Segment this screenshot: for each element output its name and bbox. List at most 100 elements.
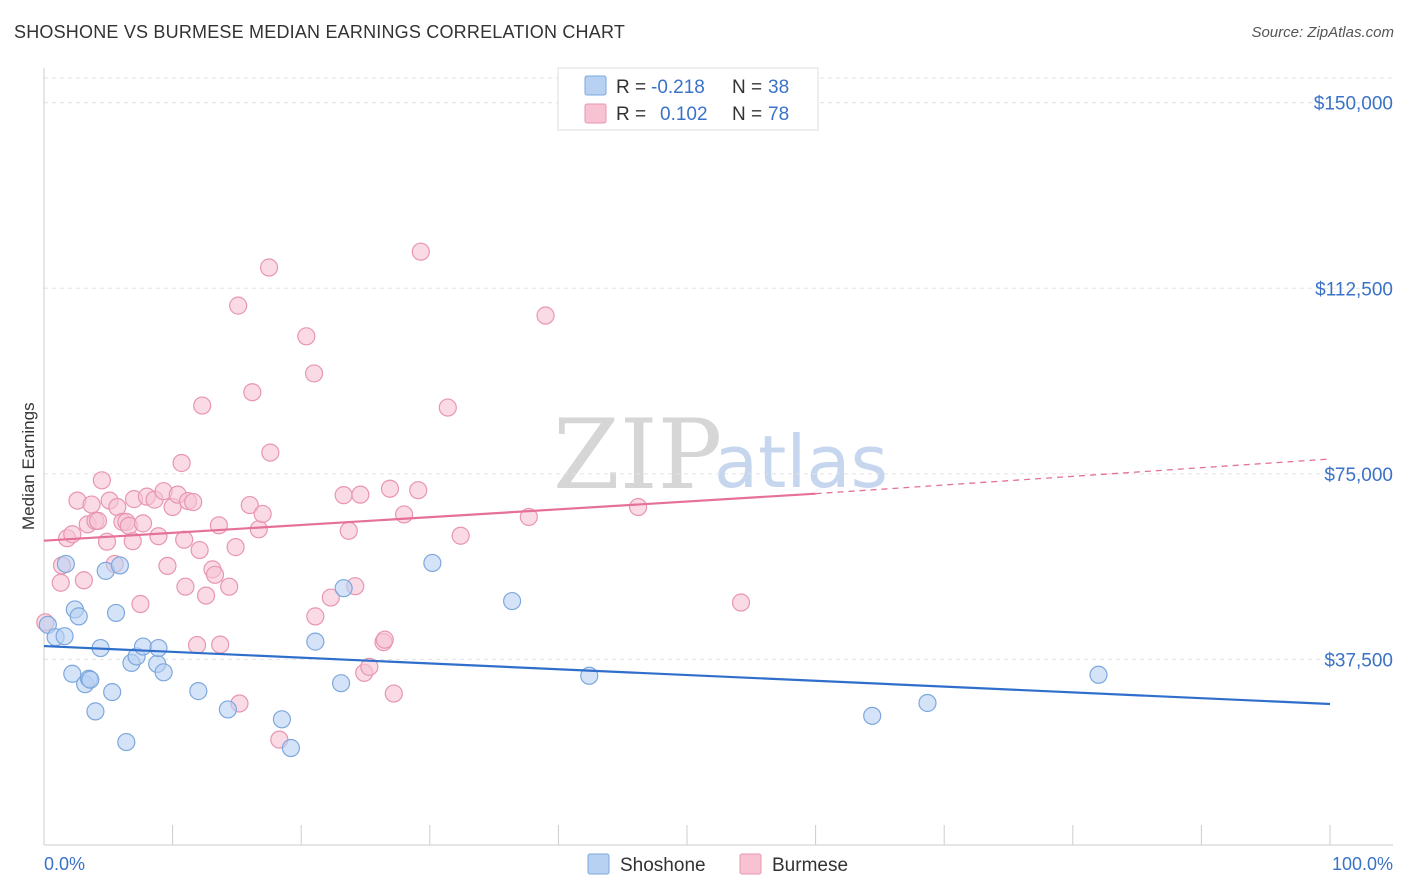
shoshone-point-33 [863,706,882,725]
burmese-point-21 [131,594,150,614]
burmese-point-8 [82,495,101,514]
watermark-zip: ZIP [553,399,722,511]
burmese-point-35 [187,635,207,655]
burmese-point-19 [123,532,142,551]
y-tick-label-2: $112,500 [1315,279,1393,300]
burmese-point-10 [88,511,108,530]
burmese-point-76 [731,593,751,612]
burmese-point-37 [193,396,212,415]
burmese-point-1 [51,573,70,592]
shoshone-point-26 [281,738,301,758]
stats-n-value-shoshone: 38 [768,77,789,98]
shoshone-point-4 [63,664,82,683]
burmese-point-38 [196,586,216,605]
shoshone-point-24 [218,700,237,719]
y-axis-title: Median Earnings [19,402,38,530]
shoshone-points [38,553,1108,758]
burmese-point-67 [384,684,403,703]
shoshone-point-10 [86,702,105,721]
burmese-point-58 [334,486,353,505]
burmese-point-57 [321,588,340,607]
burmese-point-11 [92,471,111,490]
burmese-point-74 [536,306,555,325]
legend-label-shoshone: Shoshone [620,855,706,876]
burmese-point-49 [249,520,268,539]
burmese-point-70 [411,242,430,261]
stats-swatch-burmese [584,103,607,124]
shoshone-point-22 [154,663,173,682]
burmese-point-63 [360,657,379,676]
shoshone-point-13 [103,682,122,702]
shoshone-point-21 [149,638,168,658]
burmese-trend-extension [815,458,1331,495]
shoshone-point-34 [918,693,937,713]
trend-lines [43,458,1331,706]
burmese-point-75 [629,497,648,517]
shoshone-point-25 [272,710,292,729]
burmese-point-54 [297,327,316,346]
burmese-point-55 [306,607,325,626]
burmese-point-34 [184,492,203,512]
stats-r-value-burmese: 0.102 [660,104,708,125]
shoshone-point-9 [81,670,100,689]
burmese-point-45 [229,296,248,315]
burmese-point-72 [451,526,470,545]
shoshone-point-23 [189,682,208,701]
shoshone-point-16 [117,732,136,752]
burmese-point-32 [176,577,195,596]
y-tick-labels: $37,500 $75,000 $112,500 $150,000 [1314,94,1393,672]
burmese-point-44 [226,538,245,557]
burmese-point-48 [243,383,262,402]
legend-label-burmese: Burmese [772,855,848,876]
burmese-point-66 [380,479,400,498]
burmese-point-56 [304,364,324,383]
burmese-point-52 [261,443,280,462]
burmese-point-42 [211,635,230,654]
watermark-atlas: atlas [714,420,888,504]
shoshone-point-30 [423,553,442,573]
y-tick-label-0: $37,500 [1324,650,1393,671]
x-tick-label-min: 0.0% [44,854,85,874]
shoshone-point-35 [1089,665,1108,684]
burmese-point-43 [220,577,239,596]
burmese-trend-line [43,492,816,542]
burmese-points [36,242,751,749]
stats-r-label-shoshone: R = [616,77,646,98]
stats-n-value-burmese: 78 [768,104,789,125]
legend: Shoshone Burmese [587,853,848,876]
burmese-point-73 [519,507,538,527]
burmese-point-51 [259,258,279,277]
burmese-point-50 [253,504,272,524]
burmese-point-68 [394,505,414,524]
gridlines [44,77,1393,660]
burmese-point-22 [133,514,153,533]
shoshone-point-3 [56,554,75,574]
chart-title: SHOSHONE VS BURMESE MEDIAN EARNINGS CORR… [14,22,626,42]
shoshone-point-31 [503,591,522,611]
stats-r-label-burmese: R = [616,104,646,125]
source-credit: Source: ZipAtlas.com [1251,24,1394,41]
shoshone-point-2 [55,627,74,646]
shoshone-point-27 [306,632,325,651]
burmese-point-27 [158,556,177,576]
legend-swatch-burmese [739,853,762,875]
axes [43,68,1393,846]
shoshone-point-19 [133,637,153,656]
burmese-point-47 [240,495,259,515]
burmese-point-6 [74,571,93,590]
legend-swatch-shoshone [587,853,610,875]
burmese-point-71 [438,398,457,417]
burmese-point-69 [409,481,428,500]
x-tick-label-max: 100.0% [1332,854,1393,874]
burmese-point-65 [375,630,394,649]
shoshone-point-29 [334,579,353,598]
burmese-point-25 [149,527,168,546]
y-tick-label-1: $75,000 [1324,465,1393,486]
burmese-point-59 [339,521,358,540]
burmese-point-36 [190,540,209,560]
shoshone-point-6 [69,607,88,626]
burmese-point-40 [205,565,225,584]
burmese-point-61 [351,485,370,504]
stats-swatch-shoshone [584,75,607,96]
